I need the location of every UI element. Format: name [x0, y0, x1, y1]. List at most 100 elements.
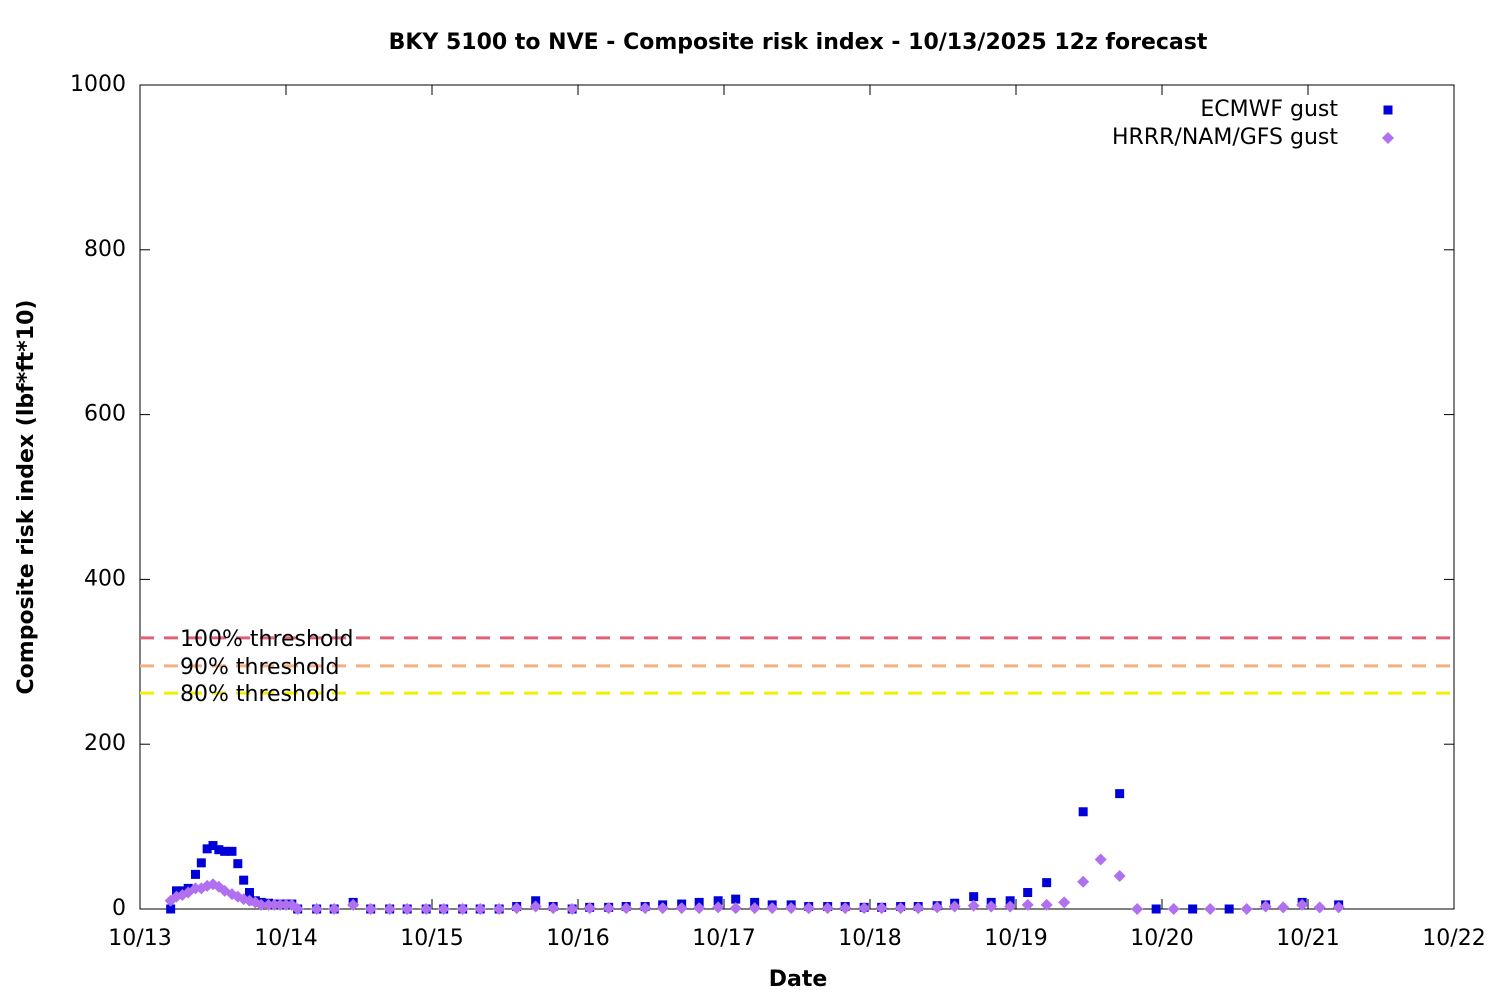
data-point [1296, 898, 1309, 911]
data-point [1167, 903, 1180, 915]
data-point [1058, 896, 1071, 909]
data-point [220, 846, 230, 856]
data-point [1204, 903, 1217, 915]
data-point [529, 900, 542, 913]
data-point [291, 903, 304, 915]
data-point [420, 903, 433, 915]
chart-title: BKY 5100 to NVE - Composite risk index -… [389, 30, 1208, 55]
y-tick-label: 400 [84, 566, 126, 591]
data-point [985, 900, 998, 913]
x-axis-title: Date [769, 967, 828, 992]
data-point [1151, 904, 1161, 914]
data-point [364, 903, 377, 915]
data-point [967, 899, 980, 912]
data-point [1078, 807, 1088, 817]
x-tick-label: 10/20 [1130, 926, 1193, 951]
legend-marker [1382, 132, 1394, 144]
x-tick-label: 10/19 [984, 926, 1047, 951]
data-point [1040, 898, 1053, 911]
data-point [208, 841, 218, 851]
data-point [785, 902, 798, 915]
data-point [602, 902, 615, 915]
data-point [858, 902, 871, 915]
y-tick-label: 600 [84, 402, 126, 427]
x-tick-label: 10/17 [692, 926, 755, 951]
legend-marker [1383, 105, 1393, 115]
data-point [639, 902, 652, 915]
data-point [1131, 903, 1144, 915]
data-point [931, 901, 944, 914]
data-point [383, 903, 396, 915]
data-point [712, 901, 725, 914]
data-point [731, 894, 741, 904]
data-point [894, 902, 907, 915]
x-tick-label: 10/14 [254, 926, 317, 951]
data-point [566, 903, 579, 915]
data-point [547, 902, 560, 915]
data-point [245, 888, 254, 898]
data-point [214, 845, 224, 855]
threshold-label: 90% threshold [180, 655, 340, 680]
data-point [748, 902, 761, 915]
data-point [912, 902, 925, 915]
data-point [948, 900, 961, 913]
data-point [255, 898, 268, 911]
data-point [190, 869, 200, 879]
x-tick-label: 10/18 [838, 926, 901, 951]
data-point [1023, 888, 1033, 898]
threshold-label: 80% threshold [180, 682, 340, 707]
data-point [1115, 789, 1125, 799]
threshold-label: 100% threshold [180, 627, 354, 652]
y-tick-label: 200 [84, 731, 126, 756]
data-point [1077, 875, 1090, 888]
data-point [1094, 853, 1107, 866]
data-point [1021, 898, 1034, 911]
data-point [233, 859, 243, 869]
data-point [1313, 901, 1326, 914]
data-point [328, 903, 341, 915]
data-point [1113, 870, 1126, 883]
data-point [766, 902, 779, 915]
data-point [875, 902, 888, 915]
data-point [474, 903, 487, 915]
x-tick-label: 10/22 [1422, 926, 1485, 951]
legend-label: ECMWF gust [1200, 97, 1338, 122]
data-point [821, 902, 834, 915]
data-point [1188, 904, 1198, 914]
data-point [310, 903, 323, 915]
data-point [493, 903, 506, 915]
x-tick-label: 10/15 [400, 926, 463, 951]
data-point [510, 902, 523, 915]
data-point [1042, 878, 1052, 888]
x-tick-label: 10/13 [108, 926, 171, 951]
data-point [729, 902, 742, 915]
y-axis-title: Composite risk index (lbf*ft*10) [14, 300, 39, 695]
data-point [713, 896, 723, 906]
data-point [802, 902, 815, 915]
data-point [1259, 900, 1272, 913]
data-point [1277, 901, 1290, 914]
plot-border [139, 84, 1455, 910]
data-point [1332, 901, 1345, 914]
data-point [1224, 904, 1234, 914]
data-point [347, 898, 360, 911]
data-point [620, 902, 633, 915]
data-point [583, 902, 596, 915]
data-point [456, 903, 469, 915]
x-tick-label: 10/21 [1276, 926, 1339, 951]
x-tick-label: 10/16 [546, 926, 609, 951]
data-point [239, 875, 249, 885]
data-point [1240, 903, 1253, 915]
data-point [202, 844, 212, 854]
legend-label: HRRR/NAM/GFS gust [1112, 125, 1338, 150]
data-point [969, 892, 979, 902]
data-point [166, 904, 176, 914]
y-tick-label: 1000 [70, 72, 126, 97]
data-point [401, 903, 414, 915]
data-point [227, 846, 237, 856]
data-point [437, 903, 450, 915]
data-point [693, 902, 706, 915]
data-point [1004, 900, 1017, 913]
y-tick-label: 0 [112, 896, 126, 921]
